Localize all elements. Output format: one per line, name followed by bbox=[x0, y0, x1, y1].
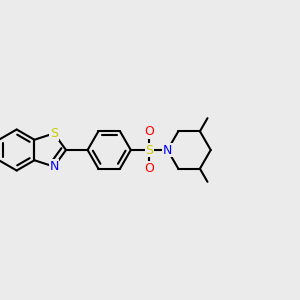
Text: N: N bbox=[49, 160, 58, 173]
Text: S: S bbox=[50, 127, 58, 140]
Text: O: O bbox=[144, 125, 154, 138]
Text: O: O bbox=[144, 162, 154, 175]
Text: N: N bbox=[163, 143, 172, 157]
Text: S: S bbox=[145, 143, 153, 157]
